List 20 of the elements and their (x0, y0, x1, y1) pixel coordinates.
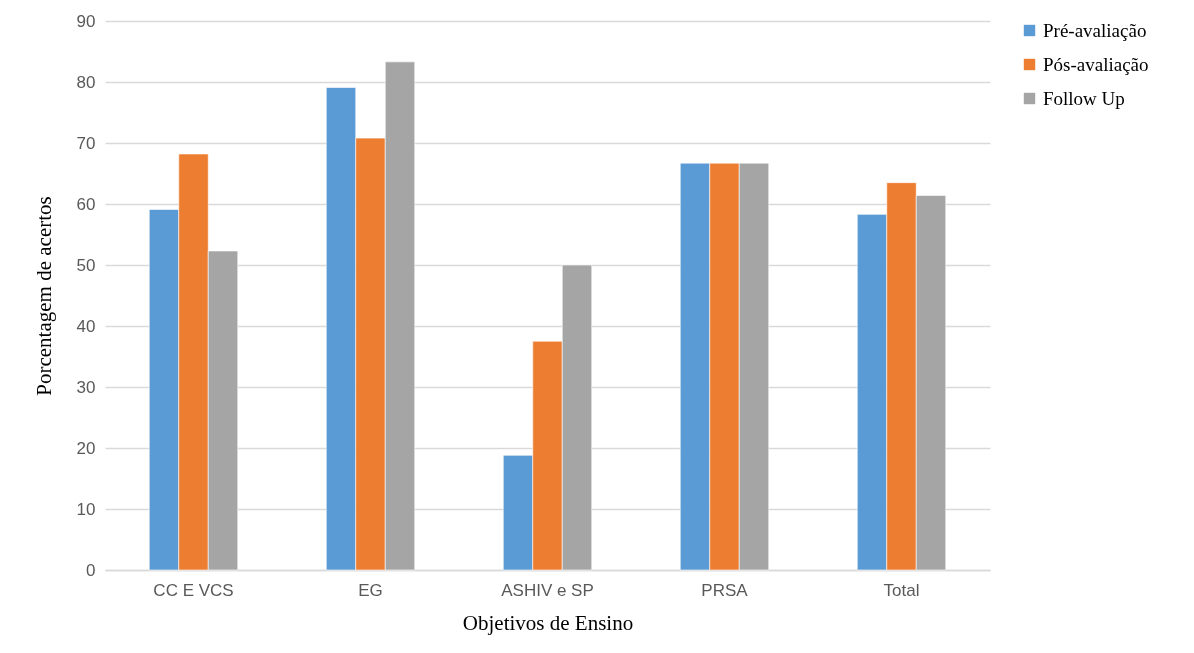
y-tick-label: 40 (76, 316, 96, 336)
legend-label: Pré-avaliação (1043, 19, 1147, 41)
y-tick-label: 80 (76, 72, 96, 92)
legend-label: Pós-avaliação (1043, 53, 1149, 75)
legend-label: Follow Up (1043, 87, 1125, 109)
y-tick-label: 50 (76, 255, 96, 275)
x-axis-title: Objetivos de Ensino (462, 610, 634, 635)
x-tick-label: Total (883, 580, 920, 600)
y-tick-label: 20 (76, 438, 96, 458)
y-tick-label: 60 (76, 194, 96, 214)
x-tick-label: CC E VCS (153, 580, 234, 600)
x-tick-label: EG (358, 580, 383, 600)
y-tick-label: 30 (76, 377, 96, 397)
y-axis-title: Porcentagem de acertos (31, 196, 56, 396)
y-tick-label: 90 (76, 11, 96, 31)
y-tick-label: 10 (76, 499, 96, 519)
x-tick-label: ASHIV e SP (501, 580, 594, 600)
x-tick-label: PRSA (701, 580, 749, 600)
y-tick-label: 0 (86, 560, 96, 580)
y-tick-label: 70 (76, 133, 96, 153)
